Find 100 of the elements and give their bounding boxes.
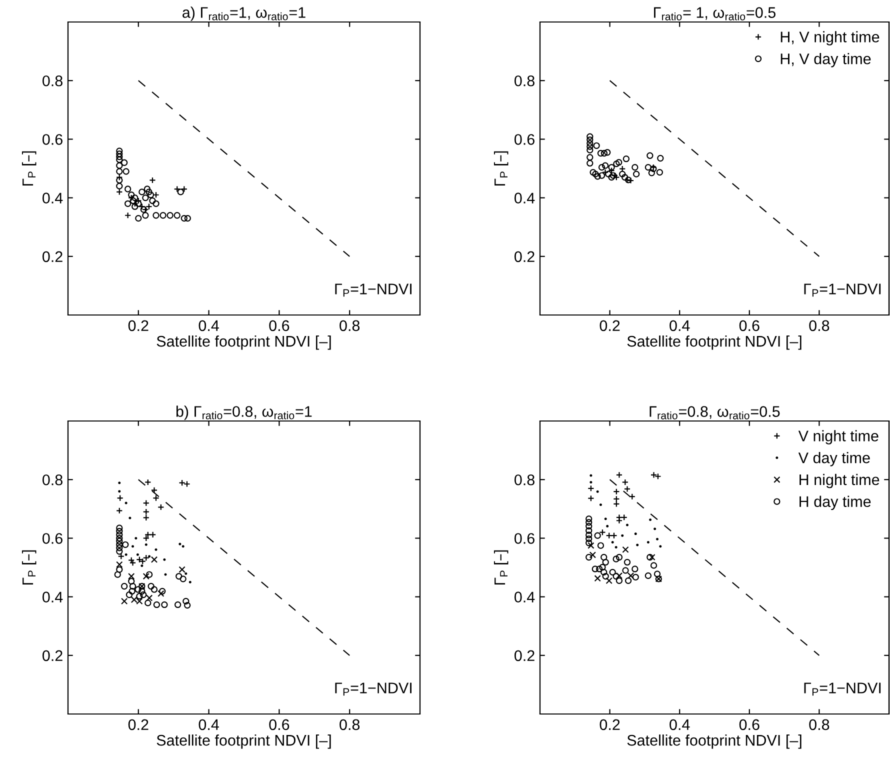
point <box>586 146 594 154</box>
legend-label: H day time <box>800 496 871 510</box>
point <box>632 574 639 580</box>
point <box>142 514 150 522</box>
point <box>624 486 631 492</box>
point <box>135 214 142 222</box>
point <box>116 531 123 538</box>
point <box>159 588 166 595</box>
point <box>184 214 192 222</box>
point <box>592 170 599 178</box>
point <box>586 535 592 542</box>
point <box>132 203 138 210</box>
point <box>598 172 606 179</box>
point <box>116 566 123 573</box>
x-tick-label: 0.6 <box>269 719 290 730</box>
point <box>152 494 160 502</box>
point <box>621 174 628 181</box>
point <box>132 194 138 202</box>
point <box>116 548 123 555</box>
point <box>149 176 156 184</box>
point <box>116 148 123 154</box>
legend-label: V day time <box>798 452 870 466</box>
x-tick-label: 0.6 <box>739 719 760 730</box>
point <box>140 591 147 598</box>
annotation: Γ$_{P}$=1−NDVI <box>804 284 881 297</box>
point <box>606 577 612 584</box>
y-tick-label: 0.2 <box>514 650 534 662</box>
point <box>593 142 600 149</box>
point <box>129 582 136 590</box>
point <box>656 168 664 176</box>
point <box>128 588 136 595</box>
point <box>602 162 609 169</box>
point <box>586 519 592 526</box>
annotation: Γ$_{P}$=1−NDVI <box>335 682 412 696</box>
y-tick-label: 0.8 <box>42 75 62 86</box>
point <box>166 212 174 219</box>
point <box>644 164 652 171</box>
point <box>116 156 123 164</box>
point <box>120 582 128 590</box>
point <box>586 140 594 147</box>
point <box>116 538 123 544</box>
x-tick-label: 0.2 <box>600 719 620 730</box>
point <box>176 572 182 580</box>
x-tick-label: 0.8 <box>809 719 830 730</box>
point <box>116 176 123 184</box>
point <box>124 186 132 192</box>
point <box>146 188 152 196</box>
y-tick-label: 0.6 <box>42 533 62 544</box>
point <box>122 168 130 175</box>
point <box>174 212 180 219</box>
x-tick-label: 0.8 <box>340 719 360 730</box>
point <box>616 472 623 478</box>
point <box>650 472 658 478</box>
chart-title: b) Γ$_{ratio}$=0.8, ω$_{ratio}$=1 <box>176 406 312 420</box>
point <box>586 143 594 150</box>
point <box>608 174 615 181</box>
point <box>596 566 603 572</box>
point <box>624 558 631 566</box>
legend-label: H, V day time <box>780 53 871 68</box>
chart-title: Γ$_{ratio}$= 1, ω$_{ratio}$=0.5 <box>654 7 776 20</box>
point <box>598 164 606 171</box>
point <box>586 540 592 546</box>
point <box>586 554 592 561</box>
point <box>144 600 152 606</box>
x-tick-label: 0.2 <box>600 320 620 332</box>
x-axis-title: Satellite footprint NDVI [–] <box>627 734 802 749</box>
point <box>150 556 158 563</box>
point <box>135 200 142 207</box>
point <box>148 582 154 590</box>
y-tick-label: 0.6 <box>514 533 534 544</box>
y-tick-label: 0.2 <box>514 251 534 262</box>
point <box>586 133 594 140</box>
point <box>600 568 608 576</box>
point <box>610 532 618 539</box>
point <box>158 590 164 597</box>
y-tick-label: 0.2 <box>42 650 62 662</box>
point <box>586 516 592 522</box>
y-tick-label: 0.6 <box>514 134 534 145</box>
point <box>622 546 629 553</box>
point <box>161 601 168 608</box>
point <box>126 591 133 598</box>
point <box>632 164 638 171</box>
point <box>160 212 166 219</box>
point <box>592 566 598 572</box>
point <box>146 594 153 602</box>
point <box>616 554 623 561</box>
point <box>599 529 606 536</box>
y-tick-label: 0.8 <box>514 474 534 486</box>
point <box>616 159 622 166</box>
point <box>586 154 594 161</box>
point <box>130 197 136 204</box>
point <box>650 562 658 569</box>
point <box>589 552 596 558</box>
point <box>144 186 151 192</box>
point <box>152 212 160 219</box>
point <box>588 485 594 492</box>
point <box>599 564 606 571</box>
point <box>594 575 601 582</box>
point <box>588 542 594 549</box>
point <box>612 572 620 580</box>
